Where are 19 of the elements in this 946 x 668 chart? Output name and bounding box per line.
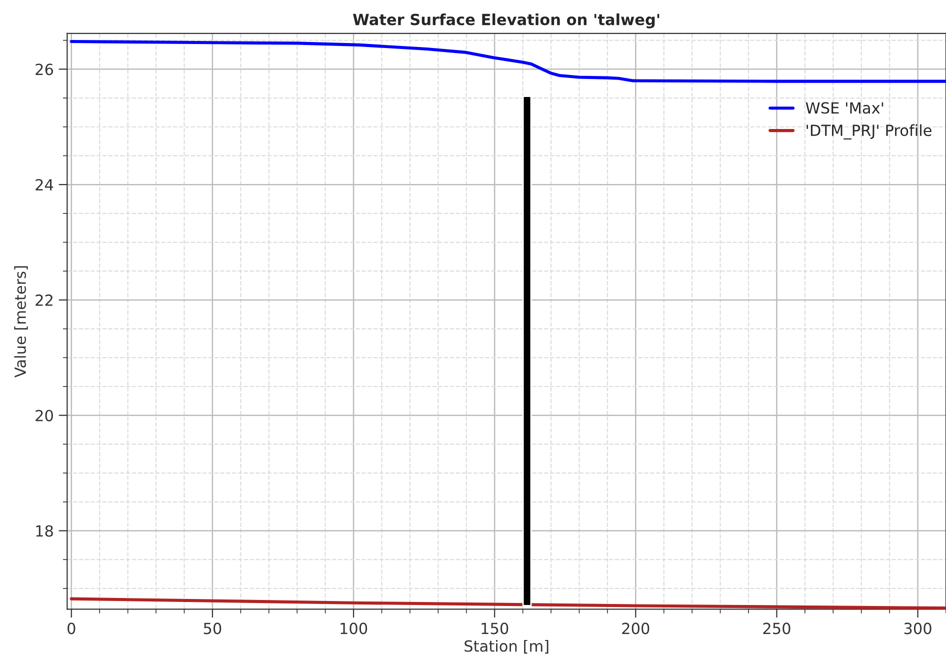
legend-label: 'DTM_PRJ' Profile: [806, 124, 932, 140]
y-tick-label: 24: [36, 179, 54, 190]
y-tick-label: 20: [36, 410, 53, 422]
x-tick-label: 150: [482, 622, 508, 634]
y-tick-label: 22: [36, 294, 52, 306]
y-tick-label: 18: [36, 525, 53, 537]
line-series: [70, 40, 946, 83]
x-tick-label: 100: [340, 622, 368, 634]
x-tick-label: 300: [904, 622, 932, 634]
x-tick-label: 50: [204, 622, 222, 634]
line-series: [70, 597, 946, 610]
x-tick-label: 200: [622, 622, 650, 634]
chart-title: Water Surface Elevation on 'talweg': [353, 13, 660, 28]
x-tick-label: 0: [68, 622, 76, 634]
legend-label: WSE 'Max': [806, 102, 884, 114]
y-tick-label: 26: [36, 64, 54, 76]
x-axis-title: Station [m]: [464, 640, 548, 654]
x-tick-label: 250: [763, 622, 790, 634]
y-axis-title: Value [meters]: [14, 266, 28, 378]
